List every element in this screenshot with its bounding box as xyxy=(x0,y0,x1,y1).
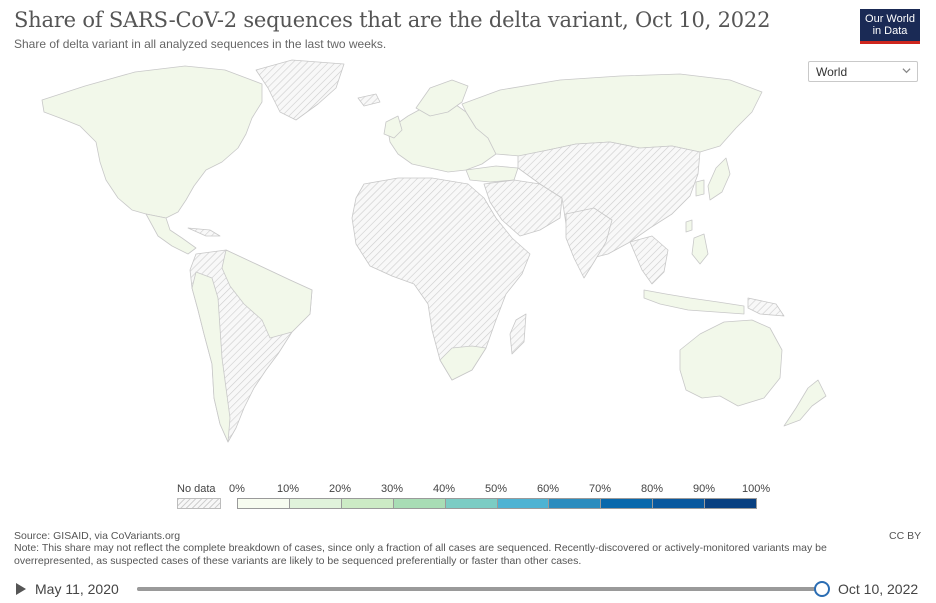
timeline-start-date[interactable]: May 11, 2020 xyxy=(35,581,119,597)
note-text: Note: This share may not reflect the com… xyxy=(14,542,827,567)
legend-bin[interactable] xyxy=(705,499,757,508)
legend-bin[interactable] xyxy=(653,499,706,508)
legend-tick-label: 10% xyxy=(277,483,300,495)
play-icon[interactable] xyxy=(14,582,28,596)
region-dropdown[interactable]: World xyxy=(808,61,918,82)
legend-bin[interactable] xyxy=(549,499,602,508)
legend-tick-label: 60% xyxy=(537,483,560,495)
legend-tick-label: 30% xyxy=(381,483,404,495)
legend-tick-label: 20% xyxy=(329,483,352,495)
legend-bin[interactable] xyxy=(445,499,498,508)
country-new-zealand[interactable] xyxy=(783,379,827,427)
legend-no-data-swatch xyxy=(177,498,221,509)
legend-tick-label: 40% xyxy=(433,483,456,495)
country-central-america[interactable] xyxy=(145,213,197,255)
chart-title: Share of SARS-CoV-2 sequences that are t… xyxy=(14,8,771,32)
country-papua-new-guinea[interactable] xyxy=(747,297,785,317)
country-greenland[interactable] xyxy=(255,59,345,121)
country-southeast-asia[interactable] xyxy=(629,235,669,285)
legend-tick-label: 90% xyxy=(693,483,716,495)
region-dropdown-value: World xyxy=(816,65,848,79)
world-map[interactable] xyxy=(0,58,936,458)
country-japan[interactable] xyxy=(707,157,731,201)
legend-bin[interactable] xyxy=(238,499,290,508)
country-indonesia[interactable] xyxy=(643,289,745,315)
country-cuba[interactable] xyxy=(187,227,221,237)
legend-tick-label: 50% xyxy=(485,483,508,495)
country-peru-chile[interactable] xyxy=(191,271,231,443)
legend-tick-label: 70% xyxy=(589,483,612,495)
country-turkey[interactable] xyxy=(465,165,519,183)
country-united-kingdom[interactable] xyxy=(383,115,403,139)
country-brazil[interactable] xyxy=(221,249,313,339)
timeline-track-fill xyxy=(137,587,822,591)
logo-line-1: Our World xyxy=(865,13,915,25)
timeline-end-date[interactable]: Oct 10, 2022 xyxy=(838,581,919,597)
country-south-korea[interactable] xyxy=(695,179,705,197)
country-australia[interactable] xyxy=(679,319,783,407)
legend-color-scale xyxy=(237,498,757,509)
country-south-africa[interactable] xyxy=(439,345,487,381)
country-north-america[interactable] xyxy=(41,65,263,219)
owid-logo[interactable]: Our World in Data xyxy=(860,9,920,44)
legend-tick-label: 80% xyxy=(641,483,664,495)
legend-bin[interactable] xyxy=(341,499,394,508)
country-middle-east[interactable] xyxy=(483,179,563,237)
legend-bin[interactable] xyxy=(393,499,446,508)
timeline-track[interactable] xyxy=(137,587,822,591)
chart-subtitle: Share of delta variant in all analyzed s… xyxy=(14,37,387,51)
legend-bin[interactable] xyxy=(601,499,654,508)
legend-no-data-label: No data xyxy=(177,483,216,495)
license-link[interactable]: CC BY xyxy=(889,530,922,542)
logo-line-2: in Data xyxy=(872,25,908,37)
country-madagascar[interactable] xyxy=(509,313,527,355)
timeline-handle[interactable] xyxy=(814,581,830,597)
country-scandinavia[interactable] xyxy=(415,79,469,117)
country-taiwan[interactable] xyxy=(685,219,693,233)
legend-bin[interactable] xyxy=(289,499,342,508)
country-philippines[interactable] xyxy=(691,233,709,265)
legend-tick-label: 100% xyxy=(742,483,771,495)
country-iceland[interactable] xyxy=(357,93,381,107)
legend-tick-label: 0% xyxy=(229,483,245,495)
legend-bin[interactable] xyxy=(497,499,550,508)
country-india[interactable] xyxy=(565,207,613,279)
country-asia[interactable] xyxy=(517,141,701,259)
source-text[interactable]: Source: GISAID, via CoVariants.org xyxy=(14,530,181,542)
chevron-down-icon xyxy=(902,68,911,74)
